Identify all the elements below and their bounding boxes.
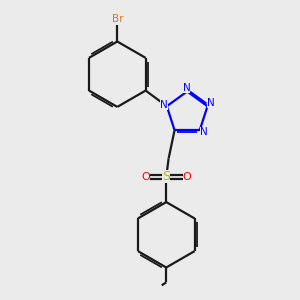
- Text: N: N: [183, 82, 190, 93]
- Text: N: N: [208, 98, 215, 108]
- Text: N: N: [200, 127, 208, 136]
- Text: N: N: [160, 100, 168, 110]
- Text: Br: Br: [112, 14, 123, 24]
- Text: S: S: [162, 170, 170, 183]
- Text: O: O: [183, 172, 191, 182]
- Text: O: O: [141, 172, 150, 182]
